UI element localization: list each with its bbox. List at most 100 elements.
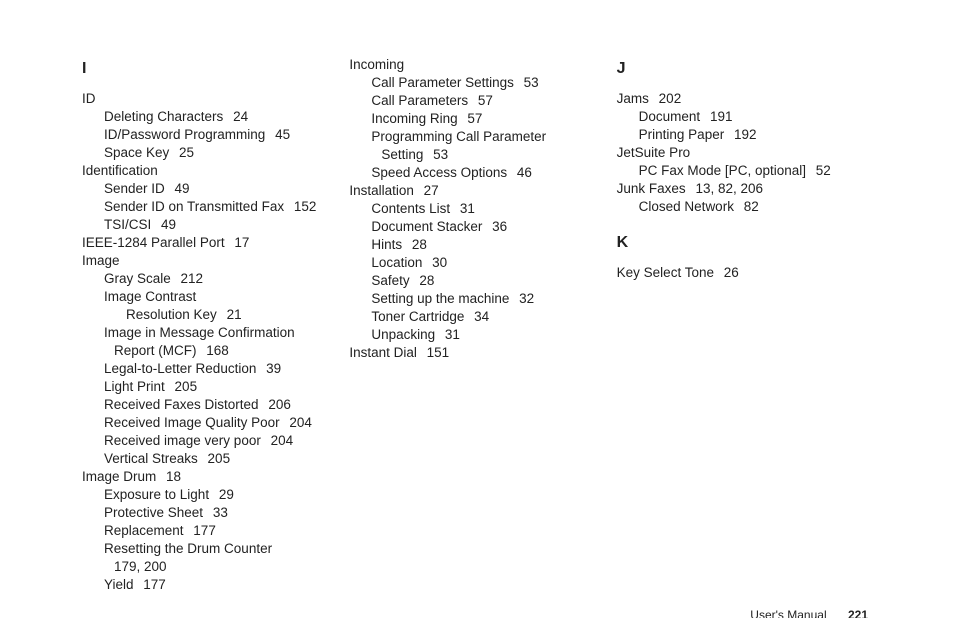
index-entry-page: 57 — [464, 111, 483, 126]
index-section-letter: I — [82, 60, 337, 78]
index-entry-page: 205 — [171, 379, 197, 394]
index-entry-text: Key Select Tone — [617, 265, 714, 280]
index-entry-text: JetSuite Pro — [617, 145, 691, 160]
index-entry-page: 49 — [157, 217, 176, 232]
index-entry: Call Parameters 57 — [371, 92, 604, 110]
index-entry-text: Location — [371, 255, 422, 270]
index-entry: ID — [82, 90, 337, 108]
index-entry-text: ID — [82, 91, 96, 106]
index-entry-page: 212 — [177, 271, 203, 286]
index-entry-page: 32 — [515, 291, 534, 306]
index-entry-text: Sender ID on Transmitted Fax — [104, 199, 284, 214]
index-entry-text: PC Fax Mode [PC, optional] — [639, 163, 806, 178]
index-entry-text: Resetting the Drum Counter — [104, 541, 272, 556]
index-entry-page: 33 — [209, 505, 228, 520]
index-entry-page: 152 — [290, 199, 316, 214]
index-entry: Toner Cartridge 34 — [371, 308, 604, 326]
index-entry: Vertical Streaks 205 — [104, 450, 337, 468]
index-entry-page: 49 — [171, 181, 190, 196]
index-entry: Exposure to Light 29 — [104, 486, 337, 504]
index-entry-text: Legal-to-Letter Reduction — [104, 361, 256, 376]
index-entry: Call Parameter Settings 53 — [371, 74, 604, 92]
index-entry-page: 36 — [488, 219, 507, 234]
index-entry-page: 206 — [265, 397, 291, 412]
index-entry: Instant Dial 151 — [349, 344, 604, 362]
index-entry: Hints 28 — [371, 236, 604, 254]
index-entry-page: 45 — [271, 127, 290, 142]
index-entry-text: Image in Message Confirmation — [104, 325, 295, 340]
index-entry: Installation 27 — [349, 182, 604, 200]
index-entry-text: Programming Call Parameter — [371, 129, 546, 144]
index-entry-page: 57 — [474, 93, 493, 108]
index-entry-text: Printing Paper — [639, 127, 725, 142]
index-entry-page: 202 — [655, 91, 681, 106]
index-entry-page: 26 — [720, 265, 739, 280]
index-entry: JetSuite Pro — [617, 144, 872, 162]
index-entry-page: 52 — [812, 163, 831, 178]
index-entry: Identification — [82, 162, 337, 180]
index-entry-text: ID/Password Programming — [104, 127, 265, 142]
index-columns: I ID Deleting Characters 24ID/Password Pro… — [82, 56, 872, 594]
index-entry-text: Jams — [617, 91, 649, 106]
index-entry-text: TSI/CSI — [104, 217, 151, 232]
index-entry: Closed Network 82 — [639, 198, 872, 216]
index-entry: Location 30 — [371, 254, 604, 272]
index-entry-page: 34 — [470, 309, 489, 324]
index-entry: Printing Paper 192 — [639, 126, 872, 144]
index-entry-page: 177 — [190, 523, 216, 538]
index-entry: 179, 200 — [114, 558, 337, 576]
index-entry-page: 13, 82, 206 — [692, 181, 763, 196]
index-entry: Yield 177 — [104, 576, 337, 594]
index-entry-text: Resolution Key — [126, 307, 217, 322]
index-entry: PC Fax Mode [PC, optional] 52 — [639, 162, 872, 180]
index-entry-text: Safety — [371, 273, 409, 288]
index-entry: Deleting Characters 24 — [104, 108, 337, 126]
index-entry-text: Vertical Streaks — [104, 451, 198, 466]
index-entry-text: Incoming — [349, 57, 404, 72]
index-entry-text: Document — [639, 109, 701, 124]
index-entry-page: 31 — [441, 327, 460, 342]
index-entry-page: 192 — [730, 127, 756, 142]
index-section-letter: J — [617, 60, 872, 78]
index-entry-text: Call Parameter Settings — [371, 75, 514, 90]
index-entry-text: Contents List — [371, 201, 450, 216]
index-entry: Received Faxes Distorted 206 — [104, 396, 337, 414]
index-entry: Sender ID 49 — [104, 180, 337, 198]
index-entry: Protective Sheet 33 — [104, 504, 337, 522]
index-entry-text: Closed Network — [639, 199, 734, 214]
index-entry: Sender ID on Transmitted Fax 152 — [104, 198, 337, 216]
index-entry-text: Setting — [381, 147, 423, 162]
index-entry-text: Image Contrast — [104, 289, 196, 304]
index-entry: Received Image Quality Poor 204 — [104, 414, 337, 432]
index-entry: Junk Faxes 13, 82, 206 — [617, 180, 872, 198]
index-entry-page: 82 — [740, 199, 759, 214]
index-entry-page: 21 — [223, 307, 242, 322]
index-entry-text: Toner Cartridge — [371, 309, 464, 324]
index-entry-text: Instant Dial — [349, 345, 417, 360]
index-entry-page: 27 — [420, 183, 439, 198]
index-entry-page: 46 — [513, 165, 532, 180]
index-entry: Safety 28 — [371, 272, 604, 290]
index-entry: Image Drum 18 — [82, 468, 337, 486]
footer-label: User's Manual — [750, 608, 826, 618]
index-entry-page: 53 — [520, 75, 539, 90]
index-column: IncomingCall Parameter Settings 53Call P… — [349, 56, 604, 594]
index-entry-text: Image Drum — [82, 469, 156, 484]
index-entry: Document 191 — [639, 108, 872, 126]
index-entry-text: Report (MCF) — [114, 343, 197, 358]
index-entry: Light Print 205 — [104, 378, 337, 396]
index-entry-text: Speed Access Options — [371, 165, 507, 180]
index-column: I ID Deleting Characters 24ID/Password Pro… — [82, 56, 337, 594]
index-entry-page: 53 — [429, 147, 448, 162]
index-entry: TSI/CSI 49 — [104, 216, 337, 234]
index-entry-page: 39 — [262, 361, 281, 376]
index-entry: Incoming — [349, 56, 604, 74]
index-entry: Replacement 177 — [104, 522, 337, 540]
index-entry-page: 204 — [286, 415, 312, 430]
index-entry-text: Sender ID — [104, 181, 165, 196]
index-entry: Image — [82, 252, 337, 270]
index-entry: Document Stacker 36 — [371, 218, 604, 236]
index-entry: Unpacking 31 — [371, 326, 604, 344]
index-entry-text: Gray Scale — [104, 271, 171, 286]
index-entry: Setting up the machine 32 — [371, 290, 604, 308]
